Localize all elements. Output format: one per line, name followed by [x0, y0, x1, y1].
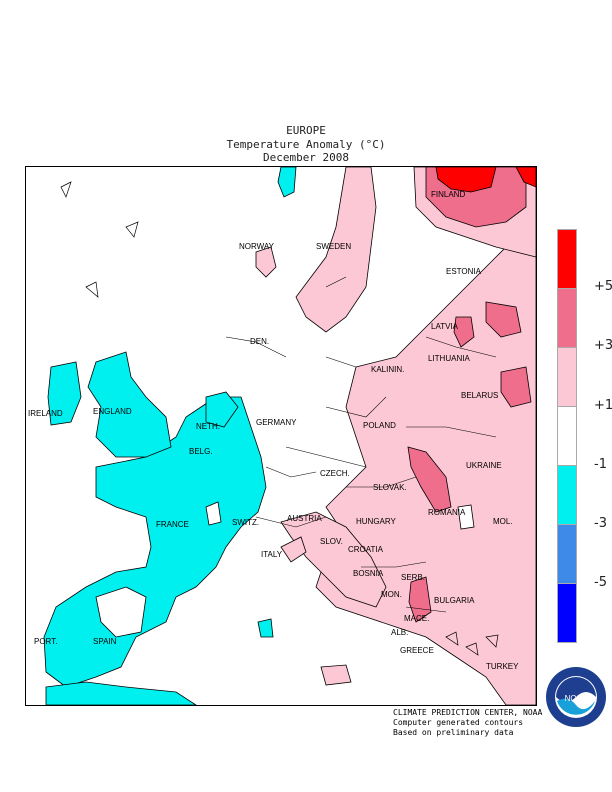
label-turkey: TURKEY [486, 662, 519, 671]
extreme-warm-region-finland [435, 167, 497, 193]
label-germany: GERMANY [256, 418, 297, 427]
label-austria: AUSTRIA [287, 514, 322, 523]
label-slovak: SLOVAK. [373, 483, 407, 492]
cool-region-sardinia [257, 618, 274, 638]
hot-region-romania [407, 446, 452, 513]
anomaly-map: FINLAND NORWAY SWEDEN ESTONIA LATVIA LIT… [25, 166, 537, 706]
label-belarus: BELARUS [461, 391, 498, 400]
neutral-region-france [205, 501, 222, 526]
hot-region-bulgaria [408, 576, 432, 623]
label-croatia: CROATIA [348, 545, 384, 554]
label-port: PORT. [34, 637, 57, 646]
hot-region-belarus [500, 366, 532, 408]
border-lines [225, 276, 497, 613]
legend-tick-minus5: -5 [594, 575, 607, 590]
cool-region-spain-south [45, 681, 197, 705]
label-estonia: ESTONIA [446, 267, 482, 276]
map-svg: FINLAND NORWAY SWEDEN ESTONIA LATVIA LIT… [28, 167, 536, 705]
noaa-logo: NOAA [544, 665, 608, 749]
label-kalinin: KALININ. [371, 365, 404, 374]
map-variable-title: Temperature Anomaly (°C) [226, 138, 386, 151]
coastline-islands [60, 181, 499, 656]
warm-region-sweden [295, 167, 377, 333]
label-latvia: LATVIA [431, 322, 459, 331]
legend-bin-1-3 [557, 347, 577, 407]
label-mon: MON. [381, 590, 402, 599]
label-den: DEN. [250, 337, 269, 346]
label-bulgaria: BULGARIA [434, 596, 475, 605]
legend-bin-neutral [557, 406, 577, 466]
noaa-logo-text: NOAA [565, 694, 588, 703]
neutral-region-spain [95, 586, 147, 638]
hot-region-russia [485, 301, 522, 338]
legend-bin-3-5 [557, 288, 577, 348]
cool-region-neth [205, 391, 239, 428]
extreme-warm-region-northeast [515, 167, 536, 188]
legend-tick-minus1: -1 [594, 457, 607, 472]
label-czech: CZECH. [320, 469, 350, 478]
map-region-title: EUROPE [286, 124, 326, 137]
label-switz: SWITZ. [232, 518, 259, 527]
cool-region-ireland [47, 361, 82, 426]
label-alb: ALB. [391, 628, 408, 637]
legend-tick-plus5: +5 [594, 279, 612, 294]
legend-tick-plus1: +1 [594, 398, 612, 413]
legend-tick-minus3: -3 [594, 516, 607, 531]
legend-bin-neg1-3 [557, 465, 577, 525]
legend-tick-plus3: +3 [594, 338, 612, 353]
label-lithuania: LITHUANIA [428, 354, 470, 363]
label-ireland: IRELAND [28, 409, 63, 418]
legend-bin-ltneg5 [557, 583, 577, 643]
label-neth: NETH. [196, 422, 220, 431]
neutral-region-romania [457, 504, 475, 530]
label-belg: BELG. [189, 447, 213, 456]
credit-preliminary: Based on preliminary data [393, 728, 514, 737]
warm-region-sicily [320, 664, 352, 686]
warm-region-norway-west [255, 246, 277, 278]
label-greece: GREECE [400, 646, 434, 655]
label-sweden: SWEDEN [316, 242, 351, 251]
credit-contours: Computer generated contours [393, 718, 524, 727]
label-slov: SLOV. [320, 537, 343, 546]
legend-bin-gt5 [557, 229, 577, 289]
label-poland: POLAND [363, 421, 396, 430]
label-finland: FINLAND [431, 190, 465, 199]
label-hungary: HUNGARY [356, 517, 397, 526]
label-serb: SERB. [401, 573, 425, 582]
label-france: FRANCE [156, 520, 189, 529]
hot-region-latvia [453, 316, 475, 348]
credit-center: CLIMATE PREDICTION CENTER, NOAA [393, 708, 543, 717]
label-mace: MACE. [404, 614, 429, 623]
label-ukraine: UKRAINE [466, 461, 502, 470]
label-romania: ROMANIA [428, 508, 466, 517]
label-mol: MOL. [493, 517, 513, 526]
label-norway: NORWAY [239, 242, 275, 251]
warm-region-italy [280, 536, 307, 563]
cool-region-britain [87, 351, 172, 458]
label-italy: ITALY [261, 550, 283, 559]
label-spain: SPAIN [93, 637, 117, 646]
cool-region-norway [277, 167, 297, 198]
map-period-title: December 2008 [262, 151, 350, 164]
label-bosnia: BOSNIA [353, 569, 384, 578]
label-england: ENGLAND [93, 407, 132, 416]
legend-bin-neg3-5 [557, 524, 577, 584]
